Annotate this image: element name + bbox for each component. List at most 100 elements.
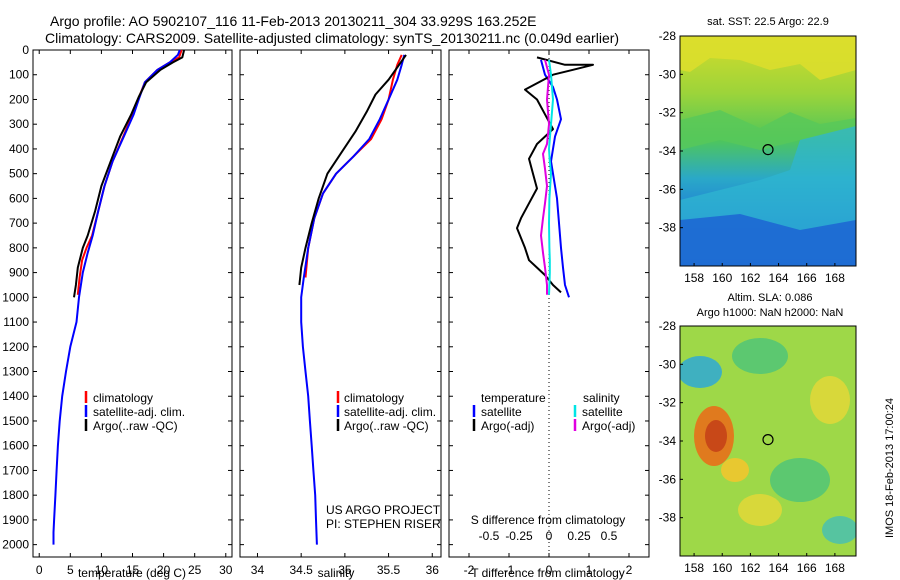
salinity-panel: 34 34.5 35 35.5 36 salinity climatology sate… bbox=[239, 49, 442, 580]
sst-mid-patch bbox=[680, 110, 856, 150]
y-tick-label: 600 bbox=[9, 191, 29, 205]
x-tick-label: 0 bbox=[546, 563, 553, 577]
y-tick-label: 2000 bbox=[2, 538, 29, 552]
sst-map-ticks: 158 160 162 164 166 168 -28 -30 -32 -34 -36 -38 bbox=[659, 29, 846, 285]
legend-label-satellite: satellite-adj. clim. bbox=[93, 405, 185, 419]
sst-map-title: sat. SST: 22.5 Argo: 22.9 bbox=[707, 16, 829, 28]
map-x-tick-label: 164 bbox=[769, 271, 789, 285]
s-difference-label: S difference from climatology bbox=[471, 513, 626, 527]
map-x-tick-label: 160 bbox=[712, 561, 732, 575]
sla-green-patch-1 bbox=[732, 338, 788, 374]
difference-panel: -2 -1 0 1 2 -0.5 -0.25 0 0.25 0.5 S difference fr… bbox=[448, 49, 650, 580]
y-tick-label: 1800 bbox=[2, 488, 29, 502]
legend-label-argo: Argo(..raw -QC) bbox=[93, 419, 178, 433]
map-y-tick-label: -38 bbox=[659, 221, 677, 235]
sla-map-title-line2: Argo h1000: NaN h2000: NaN bbox=[697, 307, 844, 319]
map-y-tick-label: -28 bbox=[659, 29, 677, 43]
difference-ticks: -2 -1 0 1 2 -0.5 -0.25 0 0.25 0.5 bbox=[449, 49, 649, 577]
map-x-tick-label: 168 bbox=[825, 561, 845, 575]
series-line-temperature-argo-adj bbox=[516, 56, 594, 294]
difference-legend: temperature salinity satellite Argo(-adj… bbox=[472, 391, 635, 433]
map-x-tick-label: 160 bbox=[712, 271, 732, 285]
series-line-argo-raw-qc bbox=[298, 54, 407, 286]
salinity-legend: climatology satellite-adj. clim. Argo(..… bbox=[336, 391, 436, 433]
legend-label-t-argo: Argo(-adj) bbox=[481, 419, 534, 433]
sla-field bbox=[680, 326, 856, 556]
map-y-tick-label: -38 bbox=[659, 511, 677, 525]
y-tick-label: 400 bbox=[9, 142, 29, 156]
map-x-tick-label: 162 bbox=[740, 561, 760, 575]
s-diff-tick-label: 0.25 bbox=[567, 529, 591, 543]
sla-high-core bbox=[705, 420, 727, 452]
header-line2: Climatology: CARS2009. Satellite-adjuste… bbox=[45, 30, 619, 46]
series-line-climatology bbox=[304, 54, 403, 278]
imos-timestamp: IMOS 18-Feb-2013 17:00:24 bbox=[884, 398, 896, 538]
map-y-tick-label: -32 bbox=[659, 106, 677, 120]
sla-green-patch-2 bbox=[770, 458, 830, 502]
sst-warm-patch bbox=[680, 36, 856, 80]
legend-label-climatology: climatology bbox=[344, 391, 404, 405]
legend-label-argo: Argo(..raw -QC) bbox=[344, 419, 429, 433]
temperature-legend: climatology satellite-adj. clim. Argo(..… bbox=[84, 391, 185, 433]
series-line-salinity-argo-adj bbox=[540, 59, 550, 295]
project-annotation: US ARGO PROJECT bbox=[326, 503, 441, 517]
map-y-tick-label: -36 bbox=[659, 182, 677, 196]
map-y-tick-label: -28 bbox=[659, 319, 677, 333]
y-tick-label: 1600 bbox=[2, 439, 29, 453]
map-x-tick-label: 158 bbox=[684, 271, 704, 285]
x-tick-label: -2 bbox=[464, 563, 475, 577]
series-line-argo-raw-qc bbox=[73, 49, 186, 298]
sla-argo-marker bbox=[762, 434, 774, 446]
y-tick-label: 1000 bbox=[2, 290, 29, 304]
sla-map-panel: Altim. SLA: 0.086 Argo h1000: NaN h2000:… bbox=[659, 292, 857, 575]
legend-label-t-satellite: satellite bbox=[481, 405, 522, 419]
y-tick-label: 1400 bbox=[2, 389, 29, 403]
x-tick-label: 15 bbox=[126, 563, 140, 577]
s-diff-tick-label: -0.5 bbox=[479, 529, 500, 543]
sla-low-patch-1 bbox=[680, 356, 722, 388]
difference-lines bbox=[516, 56, 594, 298]
pi-annotation: PI: STEPHEN RISER bbox=[326, 517, 441, 531]
t-difference-xlabel: T difference from climatology bbox=[471, 566, 625, 580]
map-y-tick-label: -36 bbox=[659, 472, 677, 486]
map-y-tick-label: -30 bbox=[659, 357, 677, 371]
x-tick-label: 2 bbox=[626, 563, 633, 577]
y-tick-label: 300 bbox=[9, 117, 29, 131]
x-tick-label: 10 bbox=[95, 563, 109, 577]
y-tick-label: 1200 bbox=[2, 340, 29, 354]
y-tick-label: 700 bbox=[9, 216, 29, 230]
x-tick-label: 25 bbox=[188, 563, 202, 577]
salinity-lines bbox=[298, 54, 407, 545]
x-tick-label: 34.5 bbox=[289, 563, 313, 577]
y-tick-label: 800 bbox=[9, 241, 29, 255]
map-y-tick-label: -30 bbox=[659, 67, 677, 81]
legend-label-climatology: climatology bbox=[93, 391, 153, 405]
s-diff-tick-label: 0.5 bbox=[601, 529, 618, 543]
y-tick-label: 1300 bbox=[2, 365, 29, 379]
sla-yellow-patch-3 bbox=[721, 458, 749, 482]
y-tick-label: 200 bbox=[9, 92, 29, 106]
sla-yellow-patch-1 bbox=[810, 376, 850, 424]
temperature-xlabel: temperature (deg C) bbox=[78, 566, 186, 580]
x-tick-label: 0 bbox=[36, 563, 43, 577]
sla-yellow-patch-2 bbox=[738, 494, 782, 526]
x-tick-label: 1 bbox=[586, 563, 593, 577]
x-tick-label: 36 bbox=[426, 563, 440, 577]
y-tick-label: 100 bbox=[9, 68, 29, 82]
header-line1: Argo profile: AO 5902107_116 11-Feb-2013… bbox=[50, 13, 537, 29]
series-line-satellite-adj-clim bbox=[52, 49, 181, 545]
y-tick-label: 900 bbox=[9, 266, 29, 280]
x-tick-label: 5 bbox=[67, 563, 74, 577]
salinity-xlabel: salinity bbox=[318, 566, 355, 580]
x-tick-label: -1 bbox=[504, 563, 515, 577]
y-tick-label: 1900 bbox=[2, 513, 29, 527]
legend-label-satellite: satellite-adj. clim. bbox=[344, 405, 436, 419]
x-tick-label: 20 bbox=[157, 563, 171, 577]
y-tick-label: 1500 bbox=[2, 414, 29, 428]
map-x-tick-label: 162 bbox=[740, 271, 760, 285]
y-tick-label: 1100 bbox=[3, 315, 29, 329]
legend-title-salinity: salinity bbox=[583, 391, 620, 405]
sst-field bbox=[680, 36, 856, 266]
sla-map-ticks: 158 160 162 164 166 168 -28 -30 -32 -34 -36 -38 bbox=[659, 319, 846, 575]
series-line-salinity-satellite bbox=[548, 59, 554, 295]
